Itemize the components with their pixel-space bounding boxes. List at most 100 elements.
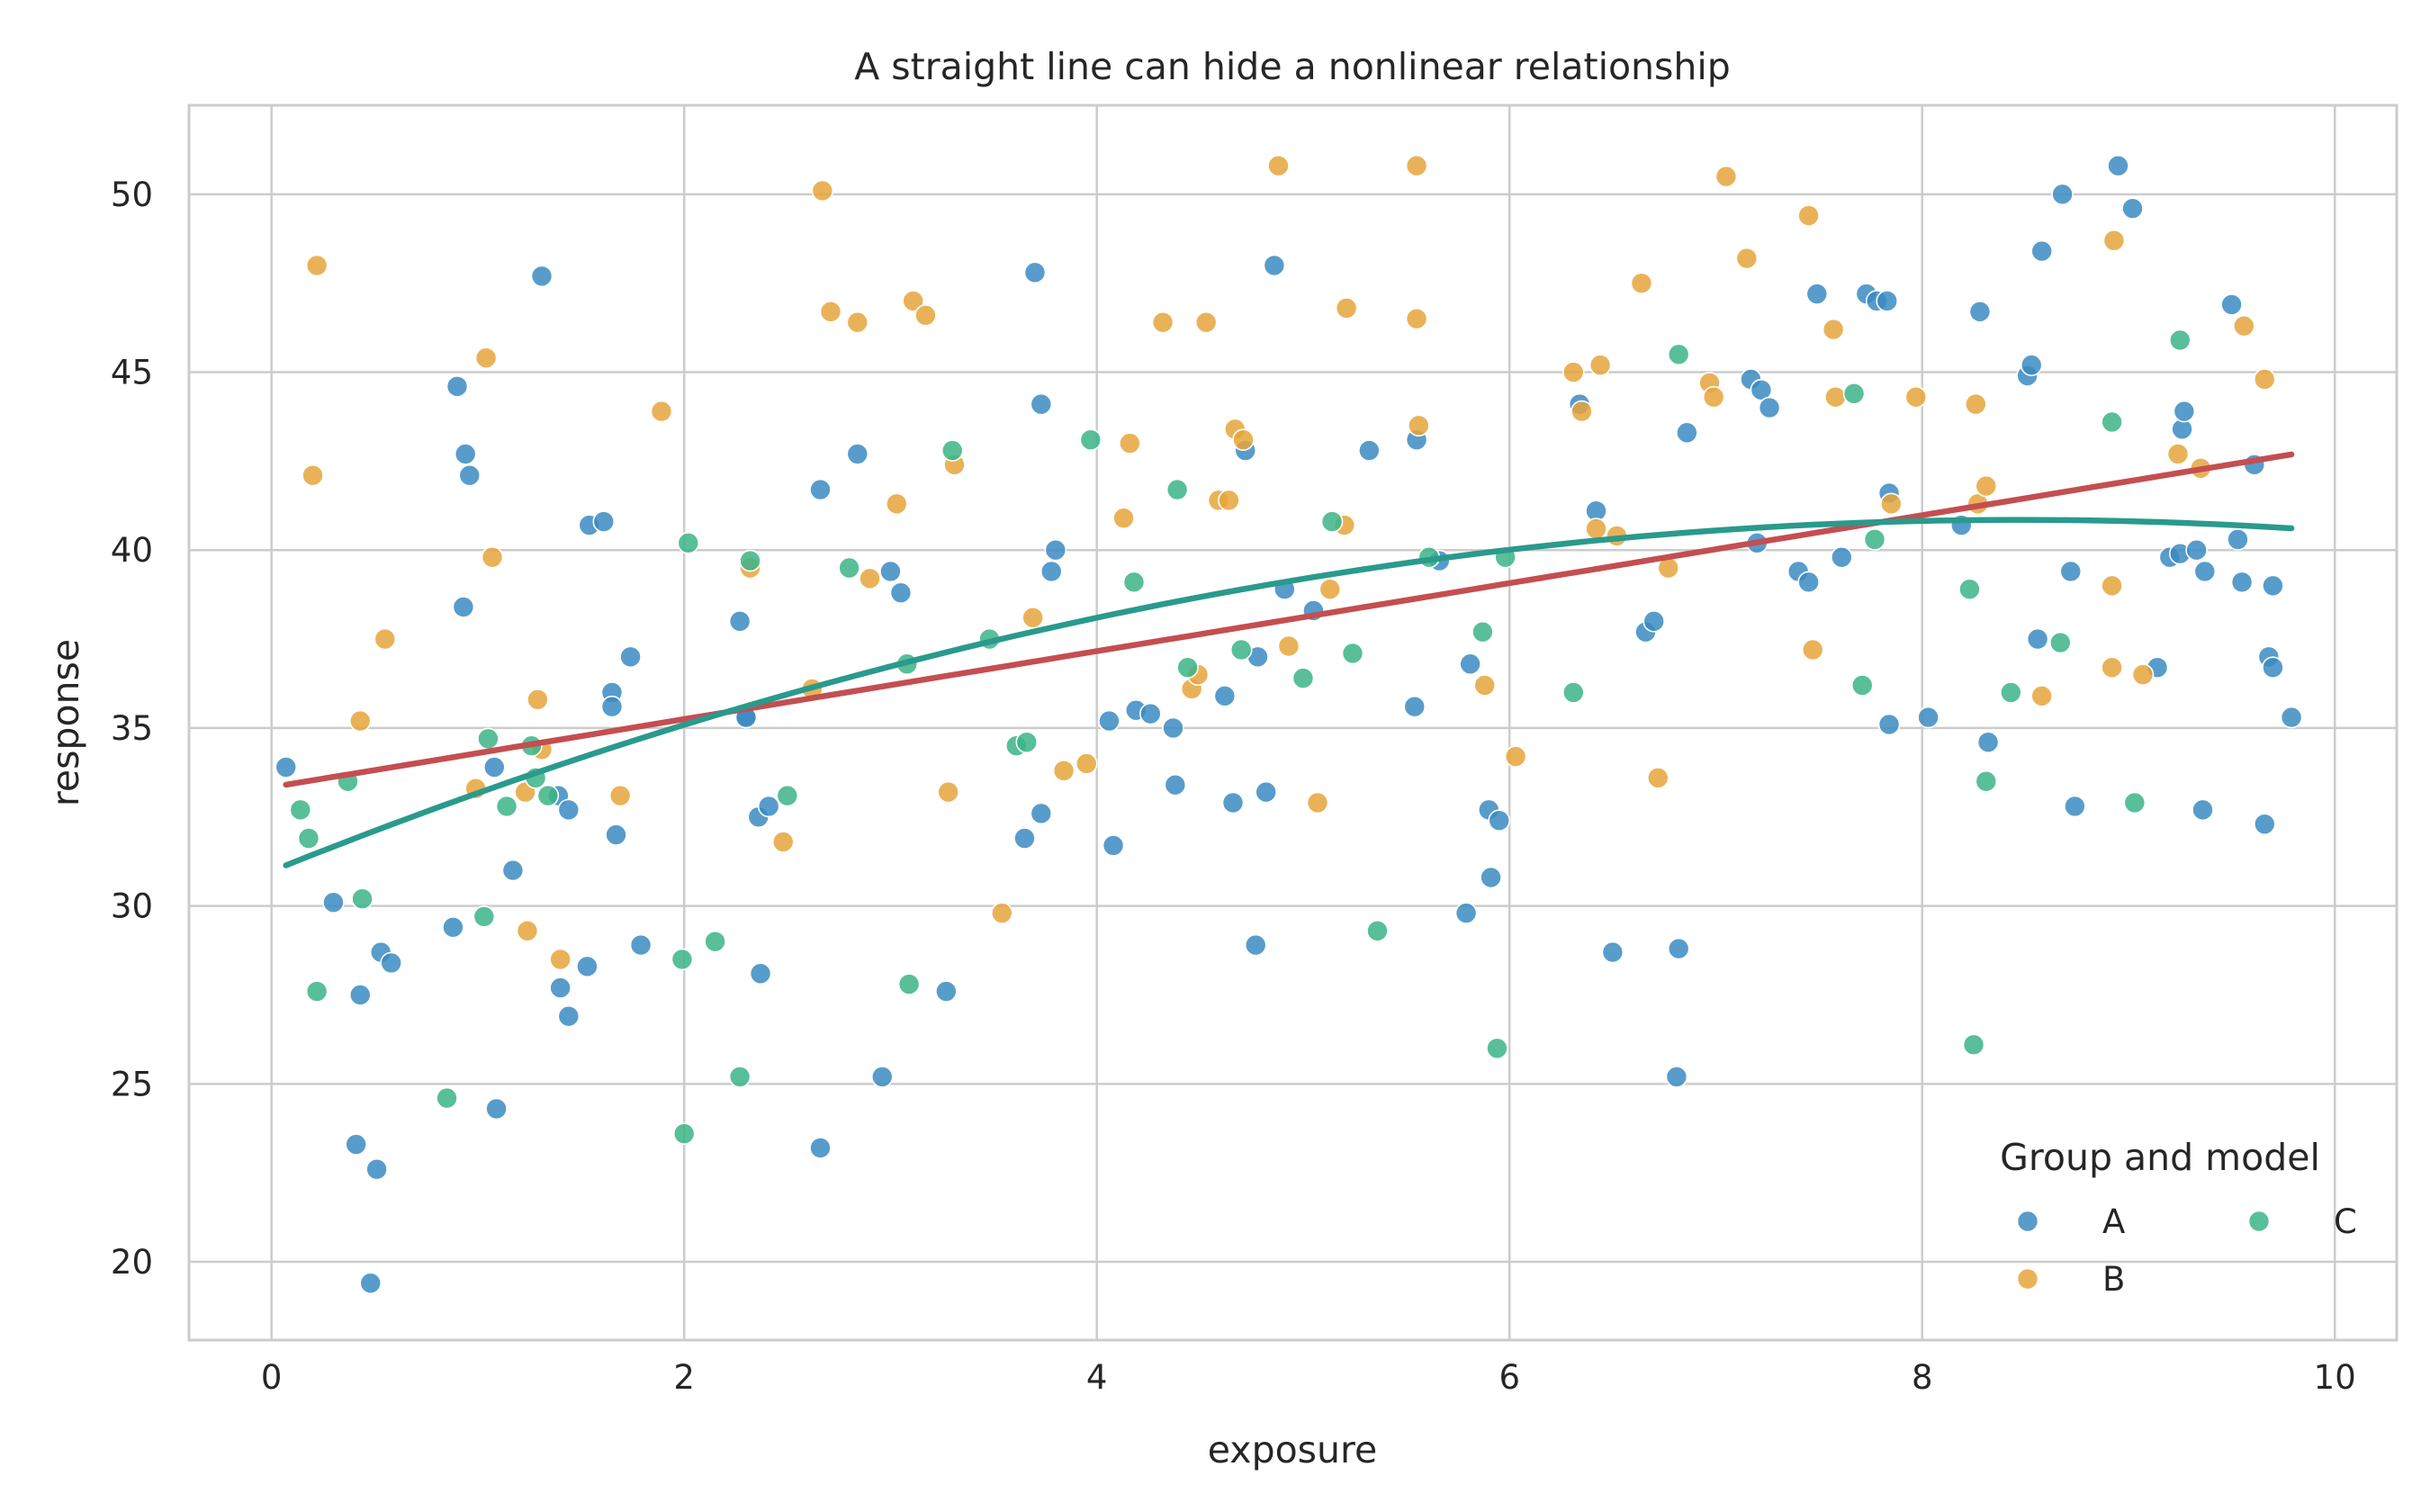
- data-point: [1642, 610, 1665, 633]
- data-point: [605, 824, 627, 846]
- data-point: [1366, 920, 1389, 942]
- data-point: [2059, 560, 2083, 583]
- data-point: [516, 920, 539, 942]
- data-point: [1630, 272, 1653, 294]
- data-point: [1119, 432, 1141, 454]
- data-point: [530, 265, 554, 288]
- data-point: [1975, 474, 1998, 498]
- data-point: [1139, 702, 1162, 725]
- data-point: [1306, 791, 1329, 814]
- legend-label-B: B: [2102, 1260, 2125, 1299]
- data-point: [1405, 307, 1428, 330]
- data-point: [297, 827, 320, 850]
- legend-marker-A: [2016, 1210, 2039, 1233]
- legend-marker-B: [2016, 1267, 2039, 1291]
- data-point: [1842, 382, 1866, 405]
- data-point: [2227, 528, 2249, 551]
- legend: Group and model AB C: [2000, 1136, 2357, 1299]
- data-point: [2030, 685, 2053, 707]
- chart-title: A straight line can hide a nonlinear rel…: [854, 45, 1731, 88]
- quadratic-fit-line: [283, 517, 2295, 868]
- data-point: [1263, 254, 1286, 277]
- data-point: [1917, 706, 1940, 729]
- data-point: [1797, 571, 1820, 594]
- x-tick-label: 6: [1498, 1358, 1520, 1397]
- data-point: [1023, 261, 1047, 284]
- data-point: [1405, 154, 1428, 177]
- data-point: [2101, 410, 2123, 434]
- data-point: [1176, 656, 1199, 680]
- data-point: [870, 1066, 894, 1088]
- data-point: [672, 1122, 696, 1145]
- data-point: [749, 962, 772, 986]
- data-point: [846, 443, 869, 465]
- data-point: [365, 1157, 388, 1181]
- data-point: [1758, 396, 1781, 419]
- data-point: [757, 795, 780, 818]
- data-point: [557, 1004, 580, 1028]
- data-point: [1459, 652, 1481, 676]
- data-point: [359, 1272, 382, 1295]
- data-point: [322, 891, 345, 914]
- data-point: [536, 784, 560, 807]
- x-tick-label: 8: [1912, 1358, 1933, 1397]
- data-point: [1797, 204, 1820, 227]
- data-point: [1585, 518, 1607, 540]
- data-point: [1714, 165, 1738, 188]
- data-point: [1735, 247, 1759, 270]
- data-point: [442, 916, 464, 939]
- data-point: [2262, 656, 2284, 680]
- x-axis-label: exposure: [1208, 1428, 1377, 1472]
- data-point: [1277, 634, 1300, 658]
- y-tick-label: 50: [111, 176, 153, 214]
- data-point: [2051, 183, 2074, 206]
- data-point: [879, 560, 902, 583]
- data-point: [482, 756, 506, 778]
- data-point: [1824, 385, 1847, 409]
- data-point: [454, 443, 477, 465]
- data-point: [380, 951, 402, 975]
- data-point: [2230, 571, 2254, 594]
- y-tick-label: 40: [111, 531, 153, 570]
- data-point: [2123, 791, 2146, 814]
- legend-label-A: A: [2102, 1202, 2125, 1241]
- data-point: [771, 831, 795, 853]
- data-point: [1221, 791, 1245, 814]
- data-point: [1588, 354, 1612, 376]
- data-point: [557, 798, 580, 822]
- data-point: [1750, 379, 1773, 401]
- data-point: [704, 930, 726, 953]
- data-point: [886, 492, 908, 516]
- data-point: [1022, 607, 1044, 629]
- data-point: [1164, 773, 1187, 796]
- data-point: [1488, 809, 1511, 832]
- y-tick-label: 45: [111, 354, 153, 392]
- data-point: [914, 303, 937, 327]
- data-point: [1030, 802, 1053, 825]
- data-point: [739, 549, 761, 572]
- data-point: [2233, 314, 2255, 338]
- data-point: [2173, 400, 2196, 423]
- data-point: [348, 709, 372, 733]
- data-point: [549, 948, 572, 971]
- data-point: [1194, 310, 1218, 334]
- series-A: [274, 154, 2303, 1295]
- data-point: [452, 596, 475, 618]
- data-point: [1904, 385, 1928, 409]
- data-point: [1667, 937, 1690, 960]
- data-point: [897, 973, 921, 995]
- data-point: [495, 795, 518, 818]
- data-point: [1472, 620, 1494, 644]
- data-point: [670, 948, 694, 971]
- y-tick-label: 20: [111, 1243, 153, 1282]
- data-point: [1112, 507, 1135, 529]
- data-point: [728, 610, 752, 633]
- data-point: [1822, 318, 1845, 341]
- y-tick-label: 35: [111, 709, 153, 748]
- data-point: [629, 933, 652, 957]
- data-point: [1965, 392, 1987, 416]
- legend-marker-C: [2247, 1210, 2271, 1233]
- data-point: [859, 567, 881, 590]
- data-point: [289, 798, 312, 822]
- data-point: [1358, 439, 1381, 462]
